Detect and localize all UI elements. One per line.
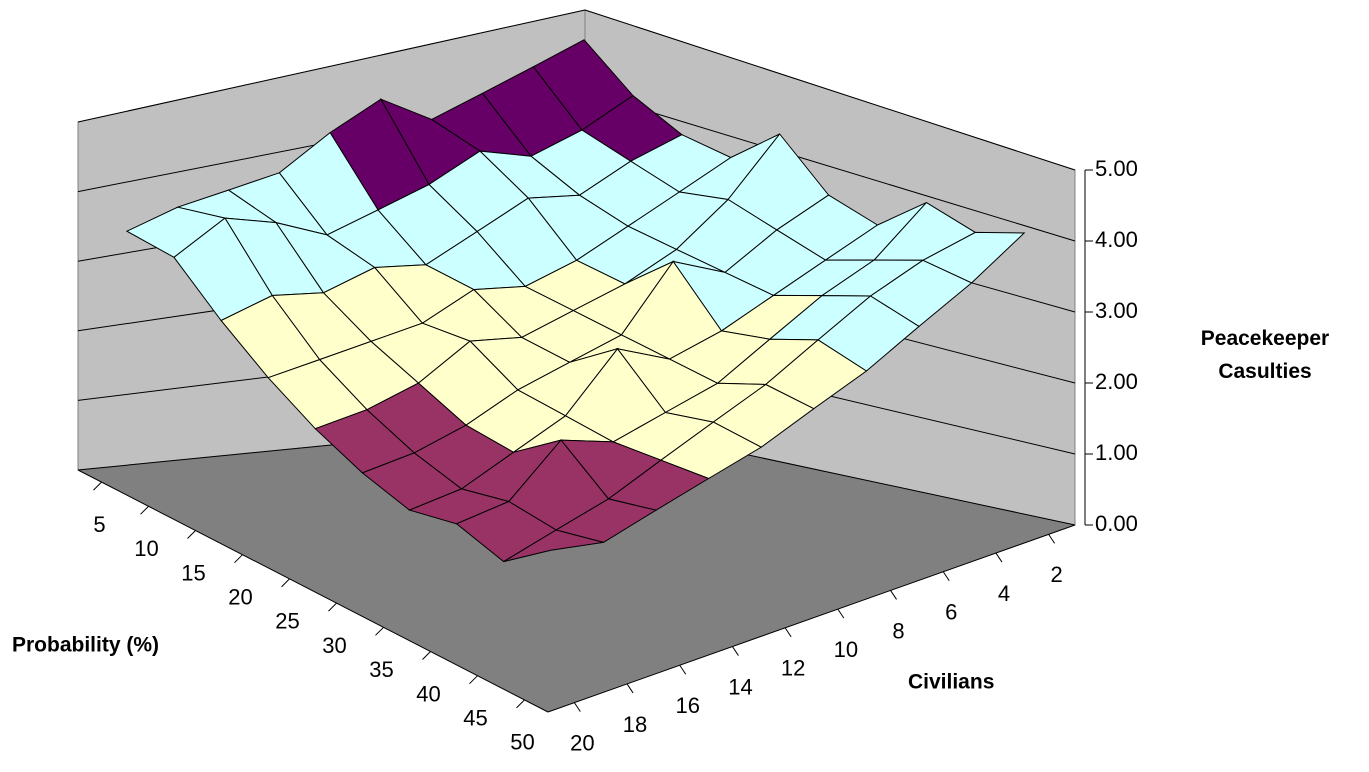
x-tick	[469, 675, 478, 685]
y-tick	[626, 683, 634, 694]
x-tick	[281, 578, 290, 588]
grid-line	[77, 9, 1076, 171]
y-tick-label: 18	[623, 712, 647, 737]
y-tick-label: 16	[676, 693, 700, 718]
y-tick-label: 8	[892, 618, 904, 643]
surface-cell	[503, 529, 604, 563]
x-tick	[328, 602, 337, 612]
y-tick-label: 14	[728, 674, 752, 699]
x-axis	[77, 469, 549, 713]
x-axis-title: Probability (%)	[12, 634, 159, 657]
y-tick	[679, 664, 687, 675]
y-tick	[995, 552, 1003, 563]
y-tick	[890, 590, 897, 600]
y-tick-label: 10	[834, 637, 858, 662]
x-tick-label: 5	[93, 512, 105, 537]
x-tick	[93, 481, 102, 491]
y-axis	[547, 524, 1076, 713]
y-tick-label: 20	[570, 730, 594, 755]
z-tick-label: 0.00	[1095, 511, 1138, 536]
y-tick-label: 6	[945, 600, 957, 625]
z-tick-label: 2.00	[1095, 369, 1138, 394]
x-tick	[187, 530, 196, 539]
z-axis-title: Peacekeeper Casulties	[1200, 327, 1330, 383]
x-tick-label: 45	[463, 706, 487, 731]
x-tick	[516, 699, 525, 709]
z-tick-label: 4.00	[1095, 227, 1138, 252]
y-tick	[942, 571, 950, 582]
z-tick-label: 5.00	[1095, 156, 1138, 181]
y-tick	[837, 608, 845, 619]
z-tick-label: 1.00	[1095, 440, 1138, 465]
y-tick	[1048, 534, 1056, 544]
y-tick-label: 2	[1051, 562, 1063, 587]
y-axis-title: Civilians	[908, 671, 994, 694]
z-tick-label: 3.00	[1095, 298, 1138, 323]
y-tick-label: 12	[781, 656, 805, 681]
x-tick-label: 40	[416, 681, 440, 706]
y-tick	[573, 702, 581, 712]
x-tick-label: 30	[322, 633, 346, 658]
y-tick-label: 4	[998, 581, 1010, 606]
x-tick	[140, 505, 149, 515]
x-tick-label: 15	[181, 560, 205, 585]
y-tick	[784, 627, 792, 638]
floor	[78, 420, 1075, 712]
x-tick	[234, 554, 243, 564]
x-tick-label: 10	[134, 536, 158, 561]
x-tick-label: 25	[275, 609, 299, 634]
x-tick	[422, 651, 431, 660]
x-tick-label: 35	[369, 657, 393, 682]
x-tick	[375, 626, 384, 636]
x-tick-label: 20	[228, 585, 252, 610]
x-tick-label: 50	[510, 730, 534, 755]
y-tick	[732, 646, 739, 656]
